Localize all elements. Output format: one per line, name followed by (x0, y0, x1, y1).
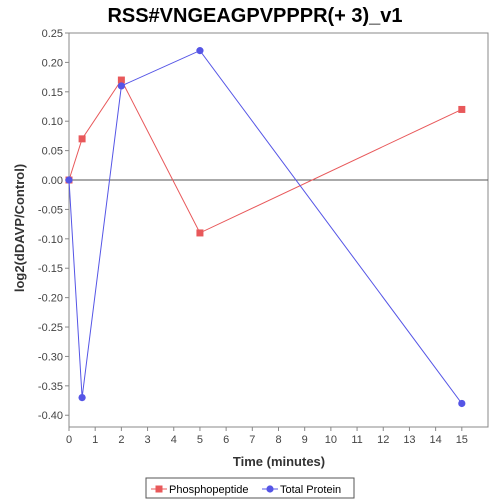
legend-label-1: Phosphopeptide (169, 484, 249, 496)
x-tick-label: 2 (118, 434, 124, 446)
data-point-series-1 (78, 135, 86, 143)
x-axis-label: Time (minutes) (233, 454, 325, 469)
x-tick-label: 14 (430, 434, 442, 446)
x-tick-label: 8 (275, 434, 281, 446)
x-tick-label: 7 (249, 434, 255, 446)
y-tick-label: -0.35 (38, 381, 63, 393)
data-point-series-1 (458, 105, 466, 113)
x-tick-label: 15 (456, 434, 468, 446)
data-point-series-2 (117, 82, 125, 90)
data-point-series-1 (117, 76, 125, 84)
legend-label-2: Total Protein (280, 484, 341, 496)
y-tick-label: -0.20 (38, 293, 63, 305)
x-tick-label: 12 (377, 434, 389, 446)
y-tick-label: 0.25 (42, 28, 63, 40)
legend-marker-2 (266, 485, 274, 493)
x-tick-label: 4 (171, 434, 177, 446)
legend-marker-1 (155, 485, 163, 493)
data-point-series-2 (458, 399, 466, 408)
data-point-series-2 (196, 47, 204, 55)
y-tick-label: -0.40 (38, 410, 63, 422)
y-tick-label: -0.10 (38, 234, 63, 246)
data-point-series-2 (65, 176, 73, 184)
x-tick-label: 0 (66, 434, 72, 446)
x-tick-label: 5 (197, 434, 203, 446)
chart-title: RSS#VNGEAGPVPPPR(+ 3)_v1 (107, 5, 402, 27)
y-tick-label: 0.05 (42, 146, 63, 158)
x-tick-label: 10 (325, 434, 337, 446)
y-tick-label: -0.05 (38, 204, 63, 216)
y-tick-label: -0.25 (38, 322, 63, 334)
x-tick-label: 3 (145, 434, 151, 446)
x-tick-label: 1 (92, 434, 98, 446)
y-tick-label: -0.30 (38, 351, 63, 363)
y-tick-label: 0.10 (42, 116, 63, 128)
plot-area: 0.25 0.20 0.15 0.10 0.05 0.00 -0.05 -0.10 -0.15 -… (38, 28, 489, 446)
y-tick-label: 0.20 (42, 57, 63, 69)
y-tick-label: 0.00 (42, 175, 63, 187)
data-point-series-2 (78, 393, 86, 402)
y-tick-label: 0.15 (42, 87, 63, 99)
x-tick-label: 13 (403, 434, 415, 446)
x-tick-label: 9 (302, 434, 308, 446)
legend: Phosphopeptide Total Protein (145, 477, 355, 499)
data-point-series-1 (196, 229, 204, 237)
y-tick-label: -0.15 (38, 263, 63, 275)
x-tick-label: 6 (223, 434, 229, 446)
y-axis-label: log2(dDAVP/Control) (12, 164, 27, 292)
x-tick-label: 11 (351, 434, 362, 446)
legend-box (145, 477, 355, 499)
plot-frame (68, 32, 489, 428)
